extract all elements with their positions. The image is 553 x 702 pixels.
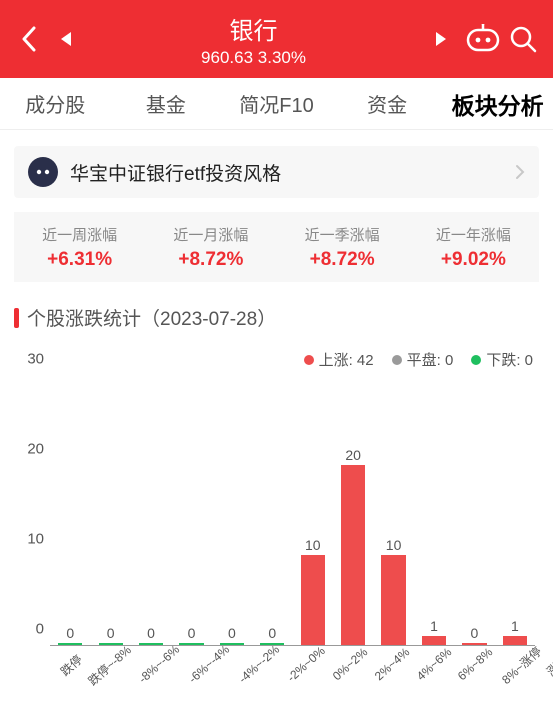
section-title: 个股涨跌统计（2023-07-28） [14,304,539,331]
legend-item-2: 下跌: 0 [471,349,533,370]
bar-col-3: 0 [171,376,211,645]
stock-sub: 960.63 3.30% [86,48,421,68]
metric-value: +6.31% [14,249,145,271]
bar-value-label: 1 [511,618,519,634]
bar-col-10: 0 [454,376,494,645]
promo-avatar-icon [28,157,58,187]
bar-col-0: 0 [50,376,90,645]
bar-value-label: 10 [305,537,321,553]
bar-col-4: 0 [212,376,252,645]
back-button[interactable] [12,26,46,52]
y-tick: 0 [14,621,50,638]
tab-4[interactable]: 板块分析 [442,87,553,121]
bar [381,555,405,645]
metric-label: 近一年涨幅 [408,224,539,245]
legend-item-0: 上涨: 42 [304,349,374,370]
bar [58,643,82,645]
metrics-row: 近一周涨幅+6.31%近一月涨幅+8.72%近一季涨幅+8.72%近一年涨幅+9… [14,212,539,282]
robot-face-icon [466,24,500,54]
y-tick: 10 [14,531,50,548]
legend-item-1: 平盘: 0 [392,349,454,370]
triangle-left-icon [59,30,73,48]
bar-value-label: 10 [386,537,402,553]
legend-text: 下跌: 0 [486,349,533,370]
bar-value-label: 0 [147,625,155,641]
bar-value-label: 0 [66,625,74,641]
y-tick: 20 [14,441,50,458]
section-accent-bar [14,308,19,328]
plot-area: 000000102010101 跌停跌停~-8%-8%~-6%-6%~-4%-4… [50,376,535,686]
promo-card[interactable]: 华宝中证银行etf投资风格 [14,146,539,198]
metric-value: +8.72% [145,249,276,271]
metric-label: 近一周涨幅 [14,224,145,245]
section-title-text: 个股涨跌统计（2023-07-28） [27,304,276,331]
app-header: 银行 960.63 3.30% [0,0,553,78]
chevron-left-icon [21,26,37,52]
legend-dot-icon [304,355,314,365]
bar-col-7: 20 [333,376,373,645]
bar-col-8: 10 [373,376,413,645]
bar-value-label: 0 [107,625,115,641]
promo-text: 华宝中证银行etf投资风格 [70,159,515,186]
prev-button[interactable] [46,30,86,48]
header-center: 银行 960.63 3.30% [86,11,421,68]
metric-label: 近一月涨幅 [145,224,276,245]
metric-3: 近一年涨幅 +9.02% [408,212,539,282]
triangle-right-icon [434,30,448,48]
next-button[interactable] [421,30,461,48]
metric-label: 近一季涨幅 [277,224,408,245]
bar-value-label: 20 [345,447,361,463]
chevron-right-icon [515,164,525,180]
search-icon [509,25,537,53]
bar [341,465,365,645]
metric-value: +9.02% [408,249,539,271]
metric-1: 近一月涨幅 +8.72% [145,212,276,282]
stock-title: 银行 [86,11,421,46]
bar-col-5: 0 [252,376,292,645]
tab-1[interactable]: 基金 [111,89,222,118]
bar-col-2: 0 [131,376,171,645]
metric-value: +8.72% [277,249,408,271]
tab-0[interactable]: 成分股 [0,89,111,118]
bar-value-label: 0 [471,625,479,641]
bars-container: 000000102010101 [50,376,535,646]
bar-col-9: 1 [414,376,454,645]
tab-3[interactable]: 资金 [332,89,443,118]
legend-dot-icon [392,355,402,365]
search-button[interactable] [505,25,541,53]
bar-value-label: 1 [430,618,438,634]
bar [301,555,325,645]
bar-col-1: 0 [90,376,130,645]
bar-chart: 0102030 000000102010101 跌停跌停~-8%-8%~-6%-… [14,376,539,686]
legend-text: 上涨: 42 [319,349,374,370]
stock-change: 3.30% [258,48,306,67]
y-tick: 30 [14,351,50,368]
metric-0: 近一周涨幅 +6.31% [14,212,145,282]
metric-2: 近一季涨幅 +8.72% [277,212,408,282]
bar [179,643,203,645]
tab-bar: 成分股基金简况F10资金板块分析 [0,78,553,130]
bar-value-label: 0 [188,625,196,641]
tab-2[interactable]: 简况F10 [221,89,332,118]
legend-text: 平盘: 0 [407,349,454,370]
legend-dot-icon [471,355,481,365]
stock-price: 960.63 [201,48,253,67]
y-axis: 0102030 [14,376,50,646]
bar-col-11: 1 [495,376,535,645]
bar-col-6: 10 [293,376,333,645]
assistant-button[interactable] [461,24,505,54]
bar-value-label: 0 [228,625,236,641]
chart-legend: 上涨: 42 平盘: 0 下跌: 0 [14,349,539,370]
x-axis-labels: 跌停跌停~-8%-8%~-6%-6%~-4%-4%~-2%-2%~0%0%~2%… [50,646,535,686]
